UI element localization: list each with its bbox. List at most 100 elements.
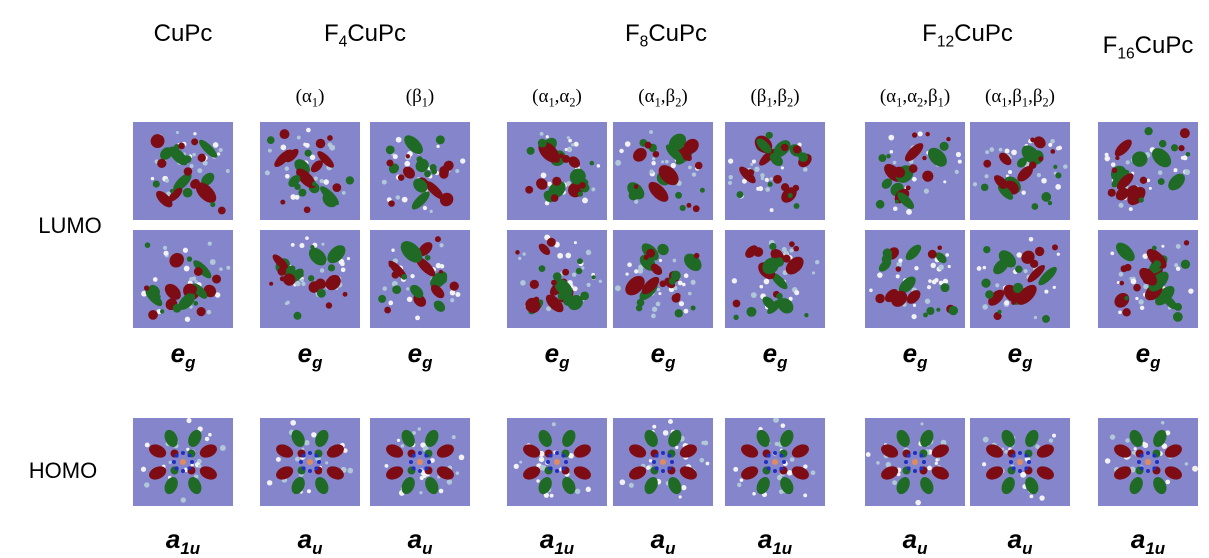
text: CuPc (154, 20, 213, 47)
orbital-image (970, 418, 1070, 506)
orbital-symmetry: au (408, 524, 433, 555)
text: a (408, 524, 422, 554)
orbital-symmetry: au (1008, 524, 1033, 555)
text: (β (750, 86, 766, 107)
orbital-symmetry: eg (903, 338, 928, 369)
orbital-symmetry: eg (408, 338, 433, 369)
figure: {"rows": {"lumo": "LUMO", "homo": "HOMO"… (0, 0, 1209, 557)
orbital-image (260, 230, 360, 328)
text: e (298, 338, 312, 368)
orbital-image (865, 230, 965, 328)
orbital-symmetry: eg (171, 338, 196, 369)
subscript: u (422, 539, 432, 558)
orbital-image (865, 418, 965, 506)
group-title: F4CuPc (324, 20, 406, 48)
subscript: g (422, 353, 432, 372)
subscript: g (1022, 353, 1032, 372)
text: ,β (1007, 86, 1021, 107)
text: e (651, 338, 665, 368)
substitution-sites: (α1,β2) (638, 86, 687, 108)
text: (α (296, 86, 312, 107)
substitution-sites: (α1,α2,β1) (880, 86, 950, 108)
text: F (1103, 32, 1118, 59)
orbital-image (260, 122, 360, 220)
orbital-image (1098, 230, 1198, 328)
text: ,β (773, 86, 787, 107)
orbital-image (725, 122, 825, 220)
text: (α (532, 86, 548, 107)
orbital-image (725, 418, 825, 506)
text: a (1008, 524, 1022, 554)
group-title: CuPc (154, 20, 213, 48)
subscript: g (185, 353, 195, 372)
orbital-image (613, 230, 713, 328)
subscript: 1u (180, 539, 200, 558)
subscript: 16 (1117, 45, 1134, 62)
orbital-symmetry: au (903, 524, 928, 555)
text: e (763, 338, 777, 368)
orbital-image (370, 230, 470, 328)
orbital-image (507, 418, 607, 506)
text: CuPc (347, 20, 406, 47)
orbital-image (133, 122, 233, 220)
group-title: F12CuPc (922, 20, 1013, 48)
text: ) (681, 86, 687, 107)
orbital-image (613, 418, 713, 506)
text: (β (406, 86, 422, 107)
orbital-symmetry: eg (763, 338, 788, 369)
text: ) (944, 86, 950, 107)
text: ) (576, 86, 582, 107)
subscript: g (665, 353, 675, 372)
text: a (540, 524, 554, 554)
text: e (171, 338, 185, 368)
subscript: u (312, 539, 322, 558)
orbital-symmetry: a1u (758, 524, 792, 555)
orbital-symmetry: a1u (540, 524, 574, 555)
text: F (324, 20, 339, 47)
substitution-sites: (β1) (406, 86, 435, 108)
row-label: LUMO (38, 213, 102, 239)
text: e (408, 338, 422, 368)
text: a (1131, 524, 1145, 554)
orbital-image (260, 418, 360, 506)
orbital-symmetry: au (298, 524, 323, 555)
subscript: 1u (554, 539, 574, 558)
text: a (903, 524, 917, 554)
subscript: g (312, 353, 322, 372)
orbital-image (507, 230, 607, 328)
orbital-symmetry: eg (1136, 338, 1161, 369)
substitution-sites: (α1,β1,β2) (985, 86, 1055, 108)
text: (α (638, 86, 654, 107)
text: ) (428, 86, 434, 107)
text: F (922, 20, 937, 47)
orbital-image (613, 122, 713, 220)
orbital-symmetry: a1u (1131, 524, 1165, 555)
orbital-image (1098, 122, 1198, 220)
subscript: 1u (772, 539, 792, 558)
subscript: g (777, 353, 787, 372)
text: (α (880, 86, 896, 107)
group-title: F8CuPc (625, 20, 707, 48)
substitution-sites: (β1,β2) (750, 86, 799, 108)
subscript: u (665, 539, 675, 558)
text: a (166, 524, 180, 554)
substitution-sites: (α1) (296, 86, 325, 108)
orbital-symmetry: eg (651, 338, 676, 369)
text: a (651, 524, 665, 554)
text: e (545, 338, 559, 368)
orbital-image (970, 230, 1070, 328)
text: ) (1049, 86, 1055, 107)
orbital-image (370, 122, 470, 220)
text: e (1136, 338, 1150, 368)
row-label: HOMO (29, 458, 97, 484)
text: ,β (923, 86, 937, 107)
text: ,β (661, 86, 675, 107)
text: F (625, 20, 640, 47)
orbital-image (507, 122, 607, 220)
text: ) (793, 86, 799, 107)
orbital-symmetry: eg (298, 338, 323, 369)
subscript: u (917, 539, 927, 558)
text: (α (985, 86, 1001, 107)
orbital-symmetry: a1u (166, 524, 200, 555)
orbital-symmetry: eg (545, 338, 570, 369)
